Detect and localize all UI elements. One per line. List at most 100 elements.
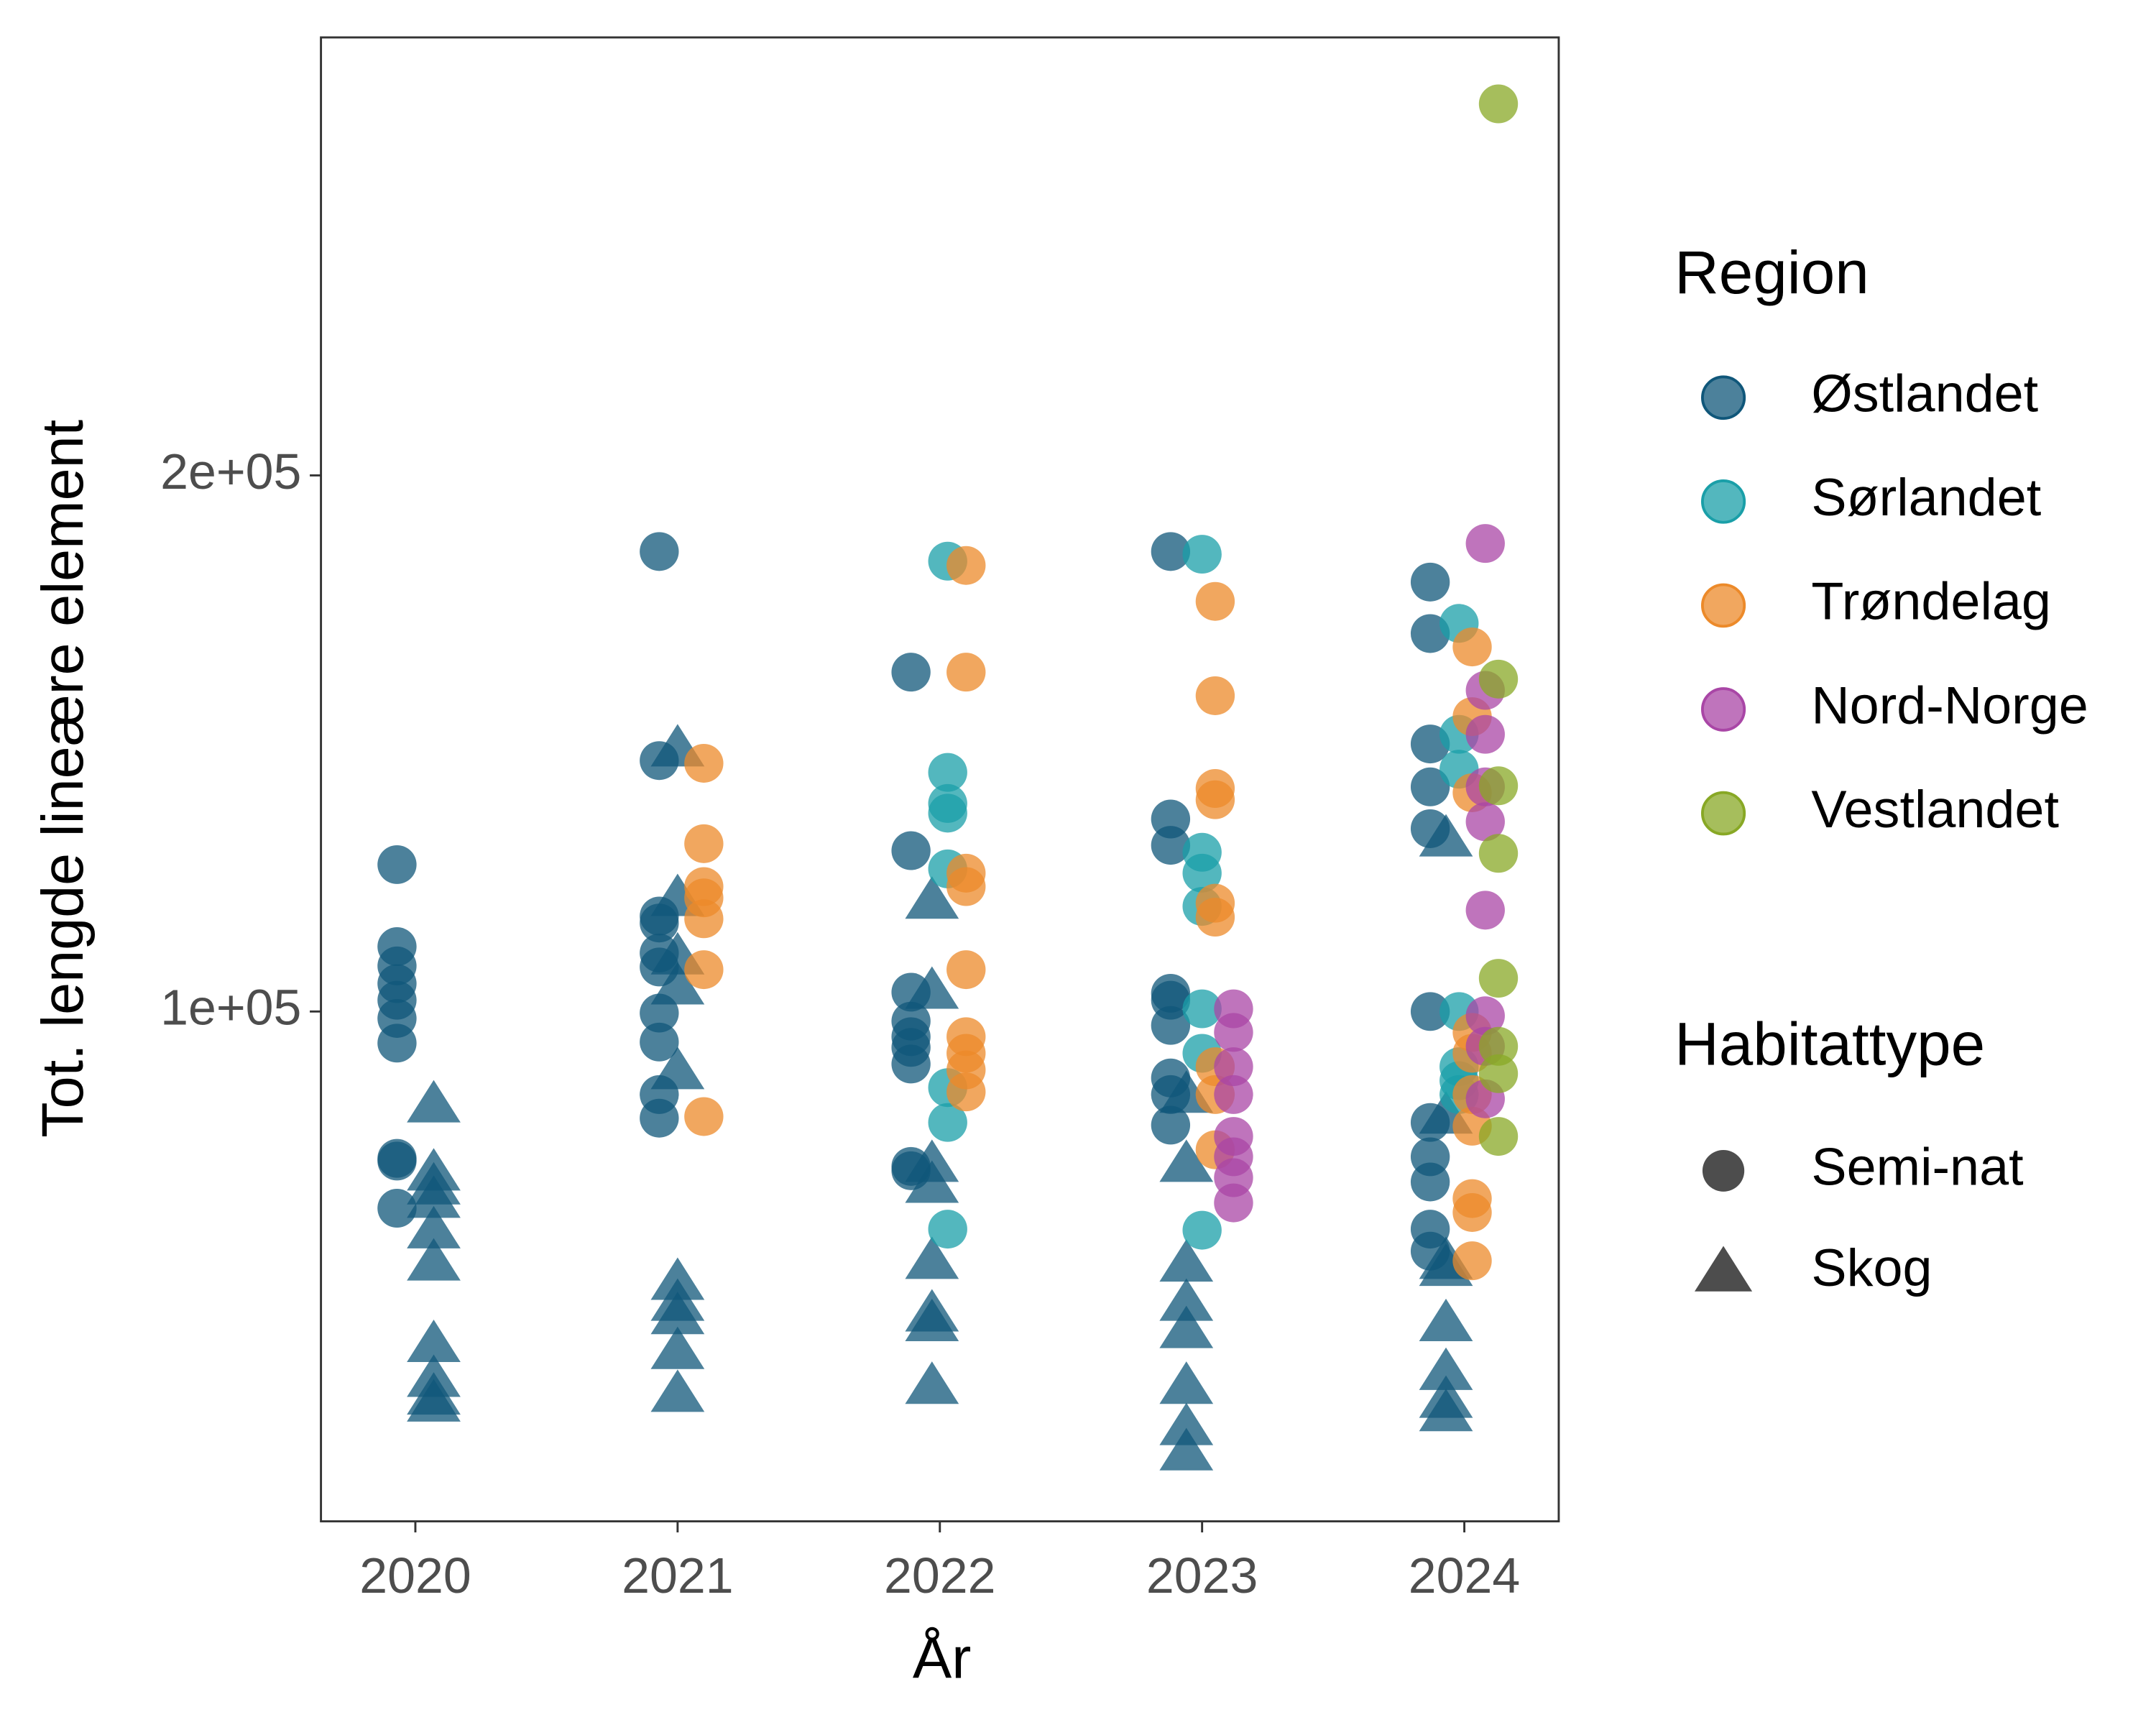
legend-label: Nord-Norge <box>1811 676 2088 735</box>
data-point <box>946 867 986 906</box>
data-point <box>1419 1347 1473 1390</box>
data-point <box>407 1175 461 1218</box>
data-point <box>1478 1054 1519 1093</box>
data-point <box>1452 1241 1492 1281</box>
data-point <box>1478 84 1519 124</box>
data-point <box>1159 1139 1214 1182</box>
data-point <box>1465 802 1505 842</box>
data-point <box>684 899 724 939</box>
data-point <box>684 824 724 863</box>
data-point <box>1151 1006 1191 1045</box>
legend-swatch <box>1700 375 1746 420</box>
data-point <box>650 1046 705 1090</box>
data-point <box>1465 714 1505 754</box>
legend-label: Semi-nat <box>1811 1137 2023 1197</box>
data-point <box>1182 853 1222 893</box>
x-tick-label: 2024 <box>1409 1547 1520 1604</box>
data-point <box>1465 891 1505 930</box>
data-point <box>407 1080 461 1123</box>
data-point <box>650 1326 705 1369</box>
data-point <box>1452 1193 1492 1232</box>
data-point <box>1182 1210 1222 1250</box>
data-point <box>640 1022 679 1062</box>
data-point <box>891 653 931 692</box>
data-point <box>1410 1162 1450 1202</box>
legend-label: Sørlandet <box>1811 467 2041 527</box>
data-point <box>650 962 705 1005</box>
data-point <box>650 1292 705 1335</box>
data-point <box>407 1238 461 1281</box>
data-point <box>407 1379 461 1422</box>
data-point <box>684 950 724 990</box>
x-tick-label: 2020 <box>359 1547 471 1604</box>
data-point <box>928 1210 967 1249</box>
data-point <box>928 753 967 792</box>
legend-swatch <box>1700 791 1746 836</box>
data-point <box>684 1097 724 1136</box>
data-point <box>377 1189 417 1228</box>
data-point <box>1151 1105 1191 1145</box>
data-point <box>377 1024 417 1063</box>
data-point <box>1465 996 1505 1036</box>
data-point <box>407 1205 461 1248</box>
x-tick-label: 2022 <box>884 1547 995 1604</box>
legend-swatch <box>1695 1246 1753 1292</box>
data-point <box>905 1160 959 1203</box>
data-point <box>946 950 986 990</box>
x-tick-label: 2021 <box>622 1547 733 1604</box>
data-point <box>946 1072 986 1112</box>
legend-label: Østlandet <box>1811 364 2038 423</box>
legend-swatch <box>1700 687 1746 732</box>
data-point <box>891 831 931 870</box>
data-point <box>650 1369 705 1412</box>
data-point <box>640 532 679 571</box>
legend-swatch <box>1702 1150 1745 1192</box>
data-point <box>1159 1361 1214 1404</box>
data-point <box>905 876 959 919</box>
data-point <box>1195 780 1235 819</box>
y-axis-title: Tot. lengde lineære element <box>29 420 95 1138</box>
data-point <box>377 845 417 884</box>
data-point <box>1214 1075 1253 1114</box>
data-point <box>1419 814 1473 857</box>
data-point <box>1410 767 1450 806</box>
data-point <box>640 1098 679 1138</box>
data-point <box>905 1361 959 1404</box>
x-axis-title: År <box>913 1626 972 1691</box>
y-tick-label: 2e+05 <box>160 443 301 500</box>
data-point <box>1159 1278 1214 1321</box>
data-point <box>1159 1239 1214 1282</box>
data-point <box>1419 1298 1473 1341</box>
data-point <box>1478 1117 1519 1156</box>
data-point <box>946 653 986 692</box>
data-point <box>1452 627 1492 667</box>
data-point <box>1195 581 1235 621</box>
legend-label: Vestlandet <box>1811 779 2059 839</box>
data-point <box>1478 766 1519 806</box>
data-point <box>891 1044 931 1084</box>
data-point <box>1478 659 1519 699</box>
legend-title: Habitattype <box>1674 1011 1985 1079</box>
data-point <box>1151 532 1191 571</box>
data-point <box>1159 1305 1214 1348</box>
data-point <box>1214 1183 1253 1223</box>
legend-title: Region <box>1674 239 1869 307</box>
data-point <box>928 794 967 833</box>
data-point <box>1478 1026 1519 1066</box>
data-point <box>1182 989 1222 1029</box>
legend-label: Trøndelag <box>1811 571 2051 631</box>
data-point <box>1478 834 1519 873</box>
data-point <box>1195 898 1235 937</box>
data-point <box>1410 992 1450 1031</box>
data-point <box>1182 535 1222 574</box>
data-point <box>946 546 986 585</box>
data-point <box>1214 1047 1253 1087</box>
x-tick-label: 2023 <box>1146 1547 1258 1604</box>
data-point <box>1465 524 1505 564</box>
data-point <box>1410 562 1450 602</box>
data-point <box>905 966 959 1009</box>
legend-label: Skog <box>1811 1238 1932 1297</box>
data-point <box>1214 1013 1253 1052</box>
data-point <box>1478 959 1519 998</box>
